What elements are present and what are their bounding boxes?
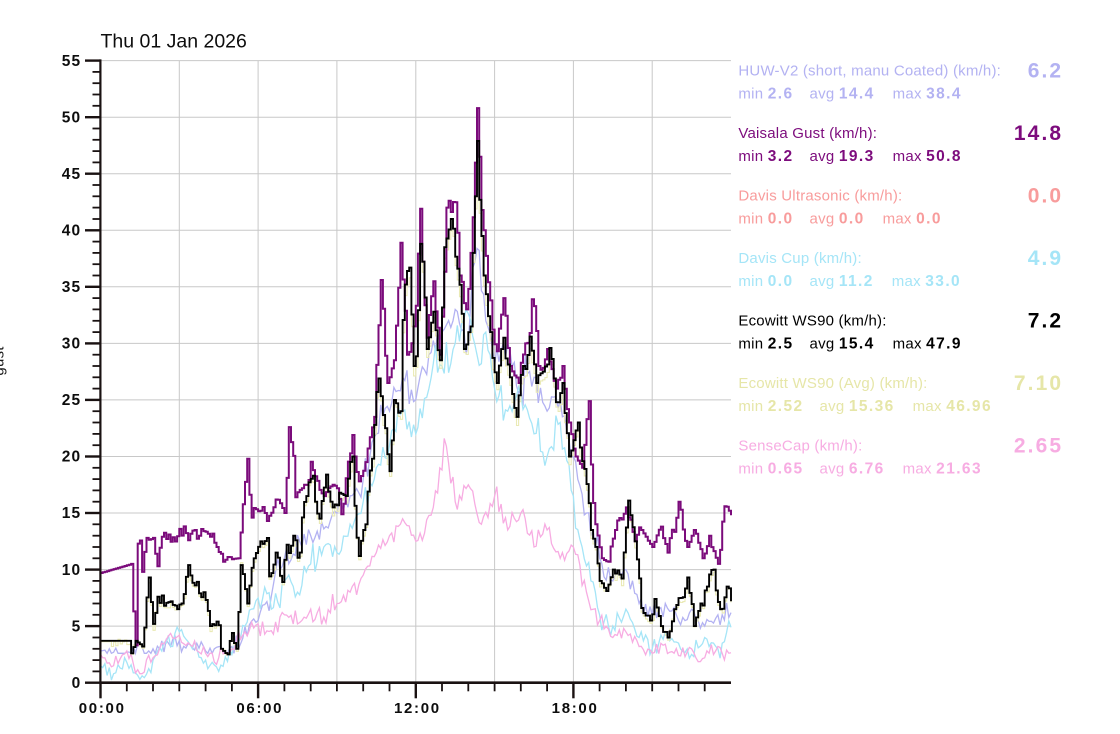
svg-text:00:00: 00:00 <box>79 700 126 717</box>
svg-text:4.9: 4.9 <box>1028 247 1064 270</box>
svg-text:Thu 01 Jan 2026: Thu 01 Jan 2026 <box>101 31 247 53</box>
svg-text:Ecowitt WS90 (km/h):: Ecowitt WS90 (km/h): <box>738 313 886 330</box>
svg-text:30: 30 <box>62 336 82 353</box>
svg-text:7.10: 7.10 <box>1014 372 1063 395</box>
svg-text:SenseCap (km/h):: SenseCap (km/h): <box>738 438 862 455</box>
svg-text:0: 0 <box>72 675 82 692</box>
svg-text:7.2: 7.2 <box>1028 309 1064 332</box>
svg-text:12:00: 12:00 <box>394 700 441 717</box>
svg-text:2.65: 2.65 <box>1014 434 1063 457</box>
svg-text:06:00: 06:00 <box>236 700 283 717</box>
svg-text:0.0: 0.0 <box>1028 184 1064 207</box>
svg-text:35: 35 <box>62 279 82 296</box>
svg-text:Davis Ultrasonic (km/h):: Davis Ultrasonic (km/h): <box>738 188 902 205</box>
svg-text:40: 40 <box>62 223 82 240</box>
svg-text:6.2: 6.2 <box>1028 59 1064 82</box>
svg-text:55: 55 <box>62 53 82 70</box>
svg-text:5: 5 <box>72 618 82 635</box>
svg-text:HUW-V2 (short, manu Coated) (k: HUW-V2 (short, manu Coated) (km/h): <box>738 63 1001 80</box>
svg-text:gust: gust <box>0 346 7 376</box>
svg-text:10: 10 <box>62 562 82 579</box>
svg-text:Vaisala Gust (km/h):: Vaisala Gust (km/h): <box>738 125 877 142</box>
svg-text:20: 20 <box>62 449 82 466</box>
svg-text:25: 25 <box>62 392 82 409</box>
svg-text:18:00: 18:00 <box>552 700 599 717</box>
svg-text:14.8: 14.8 <box>1014 122 1063 145</box>
svg-text:15: 15 <box>62 505 82 522</box>
svg-text:Davis Cup (km/h):: Davis Cup (km/h): <box>738 250 861 267</box>
svg-text:Ecowitt WS90 (Avg) (km/h):: Ecowitt WS90 (Avg) (km/h): <box>738 375 927 392</box>
svg-text:50: 50 <box>62 109 82 126</box>
svg-text:45: 45 <box>62 166 82 183</box>
